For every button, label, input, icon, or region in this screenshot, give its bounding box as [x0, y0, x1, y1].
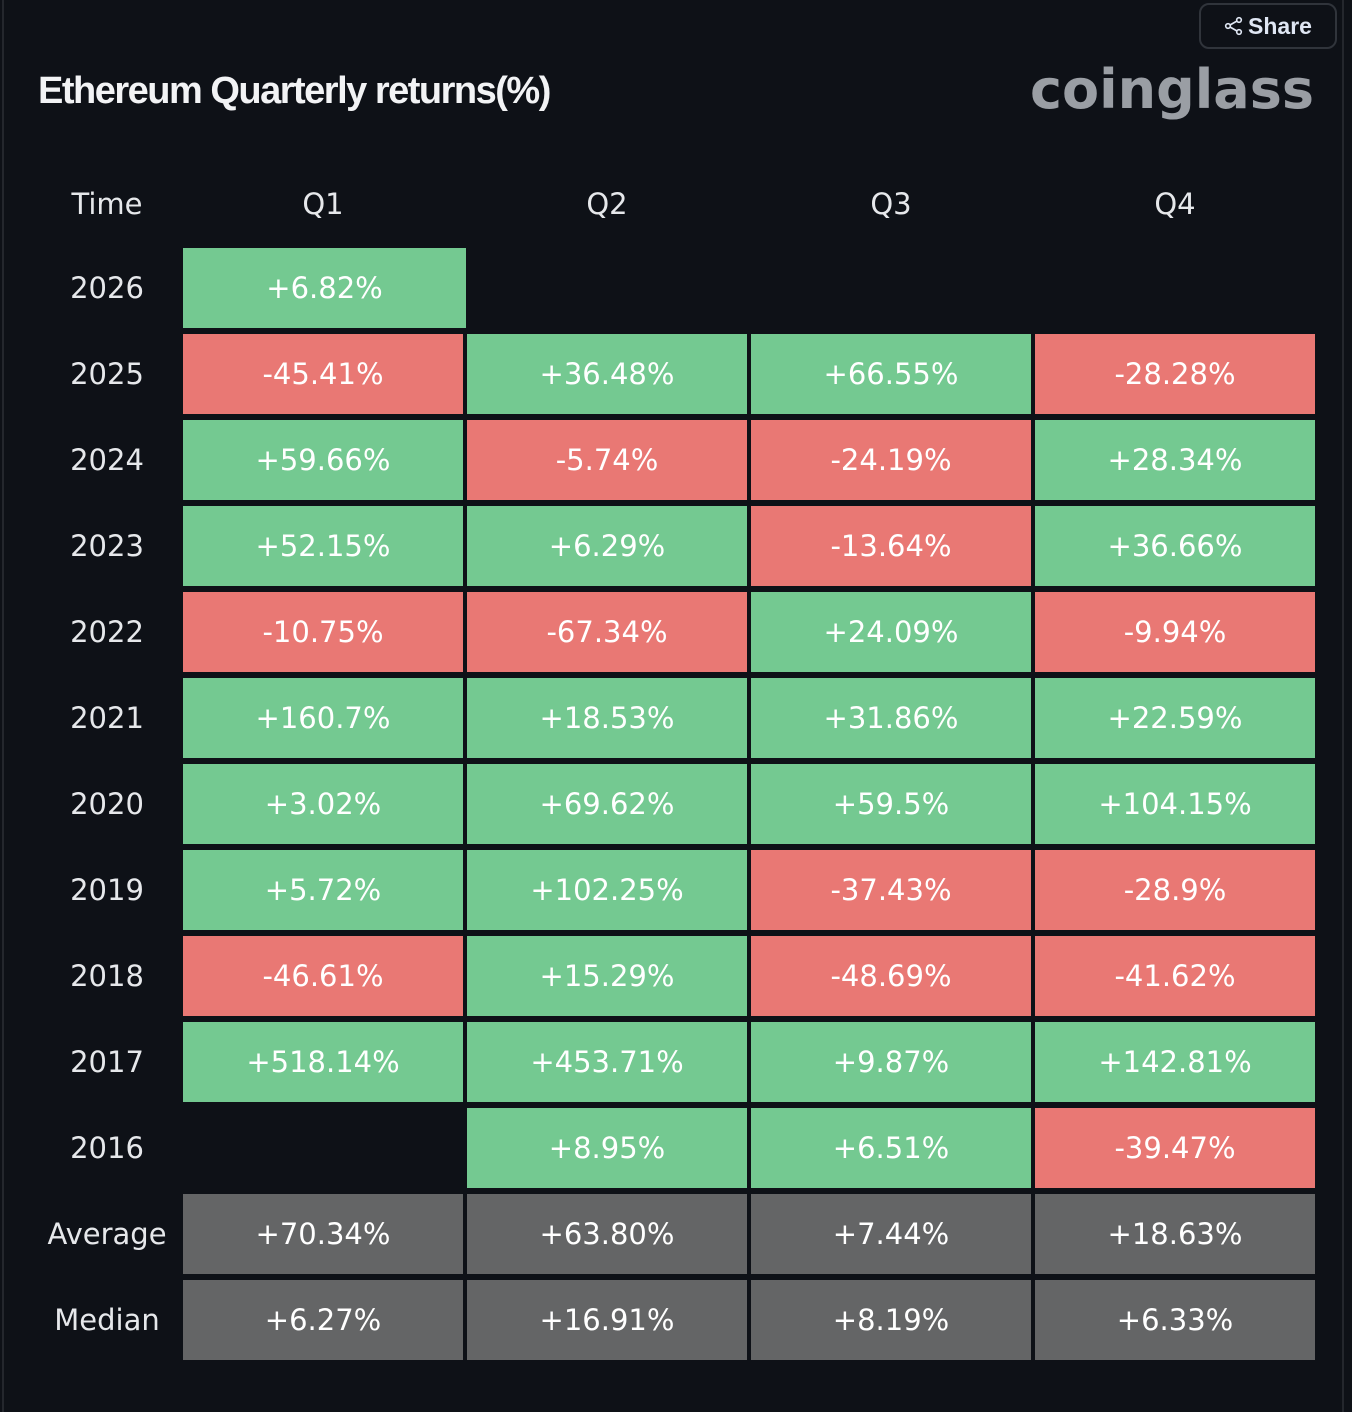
average-cell: +7.44%: [751, 1194, 1031, 1274]
return-cell: +453.71%: [467, 1022, 747, 1102]
row-label-2020: 2020: [70, 787, 144, 821]
return-cell: +104.15%: [1035, 764, 1315, 844]
median-cell: +6.33%: [1035, 1280, 1315, 1360]
return-cell: +9.87%: [751, 1022, 1031, 1102]
return-cell: -41.62%: [1035, 936, 1315, 1016]
return-cell: -67.34%: [467, 592, 747, 672]
coinglass-logo: coinglass: [1030, 58, 1314, 121]
return-cell: +518.14%: [183, 1022, 463, 1102]
return-cell: -37.43%: [751, 850, 1031, 930]
return-cell: +52.15%: [183, 506, 463, 586]
return-cell: [751, 248, 1031, 328]
return-cell: +3.02%: [183, 764, 463, 844]
return-cell: +15.29%: [467, 936, 747, 1016]
column-header-q2: Q2: [586, 187, 628, 221]
return-cell: -45.41%: [183, 334, 463, 414]
row-label-2026: 2026: [70, 271, 144, 305]
return-cell: -5.74%: [467, 420, 747, 500]
return-cell: +36.66%: [1035, 506, 1315, 586]
return-cell: -46.61%: [183, 936, 463, 1016]
return-cell: +28.34%: [1035, 420, 1315, 500]
return-cell: -9.94%: [1035, 592, 1315, 672]
return-cell: +24.09%: [751, 592, 1031, 672]
return-cell: +102.25%: [467, 850, 747, 930]
column-header-q4: Q4: [1154, 187, 1196, 221]
return-cell: +59.66%: [183, 420, 463, 500]
return-cell: -24.19%: [751, 420, 1031, 500]
row-label-2017: 2017: [70, 1045, 144, 1079]
return-cell: +59.5%: [751, 764, 1031, 844]
return-cell: +69.62%: [467, 764, 747, 844]
panel-border-left: [2, 0, 4, 1412]
average-cell: +70.34%: [183, 1194, 463, 1274]
return-cell: +22.59%: [1035, 678, 1315, 758]
returns-table: Time Q1 Q2 Q3 Q4 2026 +6.82% 2025 -45.41% +36.48%…: [35, 180, 1315, 1366]
row-label-2019: 2019: [70, 873, 144, 907]
column-header-q1: Q1: [302, 187, 344, 221]
return-cell: [183, 1108, 463, 1188]
return-cell: +5.72%: [183, 850, 463, 930]
return-cell: -28.9%: [1035, 850, 1315, 930]
return-cell: +6.29%: [467, 506, 747, 586]
share-label: Share: [1248, 12, 1312, 39]
return-cell: -28.28%: [1035, 334, 1315, 414]
return-cell: -39.47%: [1035, 1108, 1315, 1188]
scrollbar-track[interactable]: [1342, 0, 1344, 1412]
return-cell: -48.69%: [751, 936, 1031, 1016]
median-cell: +6.27%: [183, 1280, 463, 1360]
row-label-median: Median: [54, 1303, 160, 1337]
return-cell: +6.82%: [183, 248, 466, 328]
row-label-2024: 2024: [70, 443, 144, 477]
return-cell: +66.55%: [751, 334, 1031, 414]
column-header-time: Time: [71, 187, 143, 221]
row-label-2021: 2021: [70, 701, 144, 735]
median-cell: +8.19%: [751, 1280, 1031, 1360]
row-label-2023: 2023: [70, 529, 144, 563]
return-cell: +142.81%: [1035, 1022, 1315, 1102]
column-header-q3: Q3: [870, 187, 912, 221]
return-cell: +31.86%: [751, 678, 1031, 758]
average-cell: +63.80%: [467, 1194, 747, 1274]
return-cell: -10.75%: [183, 592, 463, 672]
row-label-average: Average: [47, 1217, 167, 1251]
share-icon: [1224, 16, 1243, 36]
return-cell: +36.48%: [467, 334, 747, 414]
return-cell: +18.53%: [467, 678, 747, 758]
row-label-2018: 2018: [70, 959, 144, 993]
return-cell: +6.51%: [751, 1108, 1031, 1188]
page-title: Ethereum Quarterly returns(%): [38, 70, 551, 112]
median-cell: +16.91%: [467, 1280, 747, 1360]
share-button[interactable]: Share: [1199, 3, 1337, 49]
return-cell: -13.64%: [751, 506, 1031, 586]
row-label-2025: 2025: [70, 357, 144, 391]
return-cell: [1035, 248, 1315, 328]
return-cell: +8.95%: [467, 1108, 747, 1188]
average-cell: +18.63%: [1035, 1194, 1315, 1274]
row-label-2022: 2022: [70, 615, 144, 649]
row-label-2016: 2016: [70, 1131, 144, 1165]
return-cell: +160.7%: [183, 678, 463, 758]
return-cell: [467, 248, 747, 328]
